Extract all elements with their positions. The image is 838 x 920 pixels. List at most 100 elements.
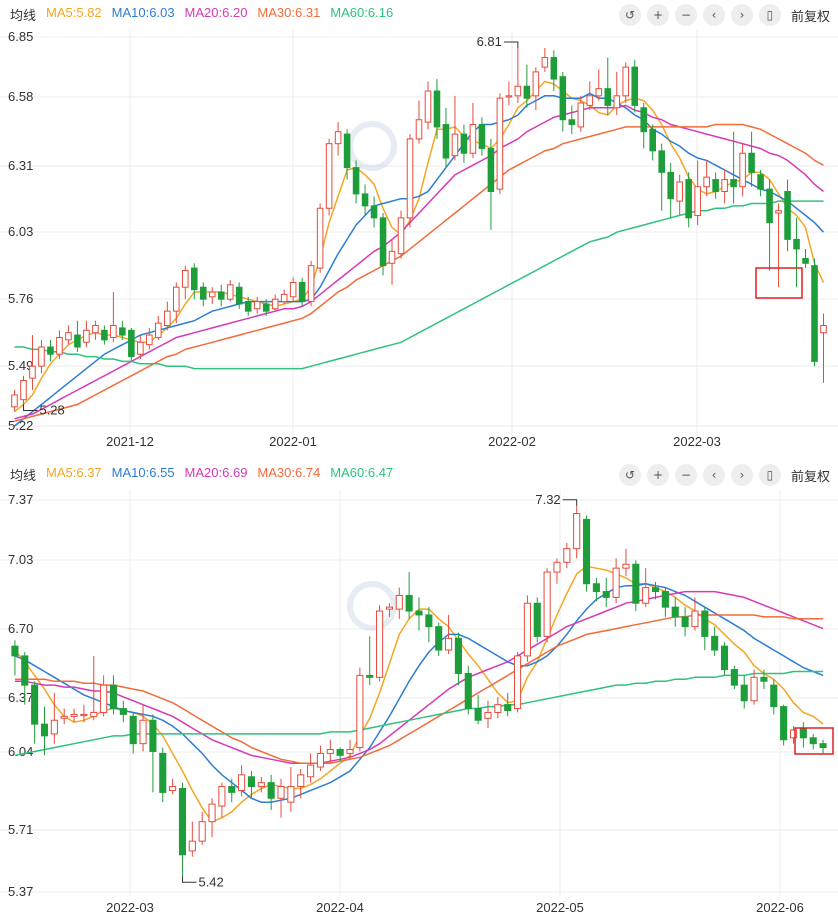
candle: [146, 327, 153, 350]
candle: [74, 320, 81, 352]
candle: [307, 753, 315, 783]
candle: [612, 558, 620, 604]
candle: [757, 169, 764, 197]
adjust-mode-button[interactable]: 前复权: [790, 8, 830, 24]
candle: [80, 704, 88, 723]
ma30-legend: MA30:6.31: [257, 5, 321, 20]
candle: [640, 102, 648, 149]
candle: [691, 597, 699, 631]
candle: [235, 282, 243, 309]
candle: [720, 642, 729, 676]
candle: [435, 622, 443, 656]
low-price-label: 5.42: [198, 874, 223, 889]
kline-chart[interactable]: 6.85 6.58 6.31 6.03 5.76 5.49 5.22 2021-12 2022-…: [0, 0, 838, 460]
y-tick-label: 5.22: [8, 418, 33, 433]
x-tick-label: 2022-01: [269, 434, 317, 449]
candle: [496, 93, 504, 194]
y-tick-label: 6.70: [8, 621, 33, 636]
candle: [802, 248, 809, 269]
candle: [316, 745, 325, 771]
candle: [257, 776, 265, 793]
candle: [366, 636, 374, 686]
candle: [376, 605, 384, 682]
candle: [739, 143, 746, 197]
candlestick-icon[interactable]: ▯: [758, 464, 781, 486]
chart-toolbar: ↺ + − ‹ › ▯ 前复权: [618, 464, 830, 486]
candle: [464, 665, 472, 715]
zoom-out-icon[interactable]: −: [674, 464, 697, 486]
candle: [819, 739, 827, 754]
candle: [406, 134, 414, 228]
candle: [622, 62, 630, 103]
candle: [793, 217, 800, 288]
ma-legend-title: 均线: [10, 8, 37, 23]
candle: [553, 558, 561, 584]
candle: [604, 57, 612, 115]
zoom-in-icon[interactable]: +: [646, 464, 669, 486]
y-tick-label: 5.76: [8, 291, 33, 306]
candle: [711, 626, 719, 656]
x-tick-label: 2022-03: [106, 900, 154, 915]
candle: [188, 821, 196, 857]
candle: [297, 769, 305, 799]
candle: [460, 124, 468, 163]
candles: [11, 47, 827, 412]
chevron-left-icon[interactable]: ‹: [702, 4, 725, 26]
candle: [504, 692, 512, 717]
chevron-left-icon[interactable]: ‹: [702, 464, 725, 486]
candle: [563, 542, 571, 569]
x-axis-labels: 2022-03 2022-04 2022-05 2022-06: [106, 900, 804, 915]
candle: [352, 160, 360, 204]
chevron-right-icon[interactable]: ›: [730, 464, 753, 486]
candle: [676, 174, 683, 216]
y-tick-label: 5.71: [8, 822, 33, 837]
candle: [694, 160, 701, 226]
extreme-annotations: 6.81 5.28: [22, 34, 519, 417]
y-tick-label: 6.04: [8, 744, 33, 759]
ma20-legend: MA20:6.20: [184, 5, 248, 20]
candle: [415, 100, 423, 144]
zoom-out-icon[interactable]: −: [674, 4, 697, 26]
candle: [208, 287, 216, 304]
ma-legend: 均线 MA5:5.82 MA10:6.03 MA20:6.20 MA30:6.3…: [10, 5, 393, 24]
candle: [267, 774, 275, 810]
gridlines: [0, 30, 838, 436]
candle: [766, 179, 773, 271]
candle: [494, 696, 502, 719]
candle: [129, 712, 137, 754]
candle: [550, 50, 558, 92]
candle: [325, 138, 333, 216]
candle: [70, 708, 78, 723]
candle: [478, 117, 486, 156]
candle: [649, 124, 657, 161]
candle: [602, 577, 610, 608]
candle: [169, 778, 177, 795]
chevron-right-icon[interactable]: ›: [730, 4, 753, 26]
zoom-in-icon[interactable]: +: [646, 4, 669, 26]
candle: [181, 265, 189, 300]
ma30-line: [14, 614, 824, 764]
candle: [582, 515, 591, 592]
chart-panel-1: 均线 MA5:5.82 MA10:6.03 MA20:6.20 MA30:6.3…: [0, 0, 838, 460]
ma60-line: [14, 200, 824, 370]
candle: [287, 767, 295, 812]
candle: [60, 708, 68, 725]
ma10-legend: MA10:6.03: [111, 5, 175, 20]
candle: [178, 782, 187, 877]
x-tick-label: 2022-06: [756, 900, 804, 915]
reset-icon[interactable]: ↺: [618, 4, 641, 26]
candle: [228, 778, 236, 803]
candle: [47, 339, 54, 362]
candle: [789, 726, 798, 744]
candle: [173, 282, 180, 324]
candle: [316, 203, 324, 273]
candle: [395, 587, 403, 619]
reset-icon[interactable]: ↺: [618, 464, 641, 486]
candle: [109, 675, 118, 715]
candle: [433, 79, 441, 139]
y-tick-label: 6.58: [8, 89, 33, 104]
ma20-legend: MA20:6.69: [184, 465, 248, 480]
adjust-mode-button[interactable]: 前复权: [790, 468, 830, 484]
candlestick-icon[interactable]: ▯: [758, 4, 781, 26]
